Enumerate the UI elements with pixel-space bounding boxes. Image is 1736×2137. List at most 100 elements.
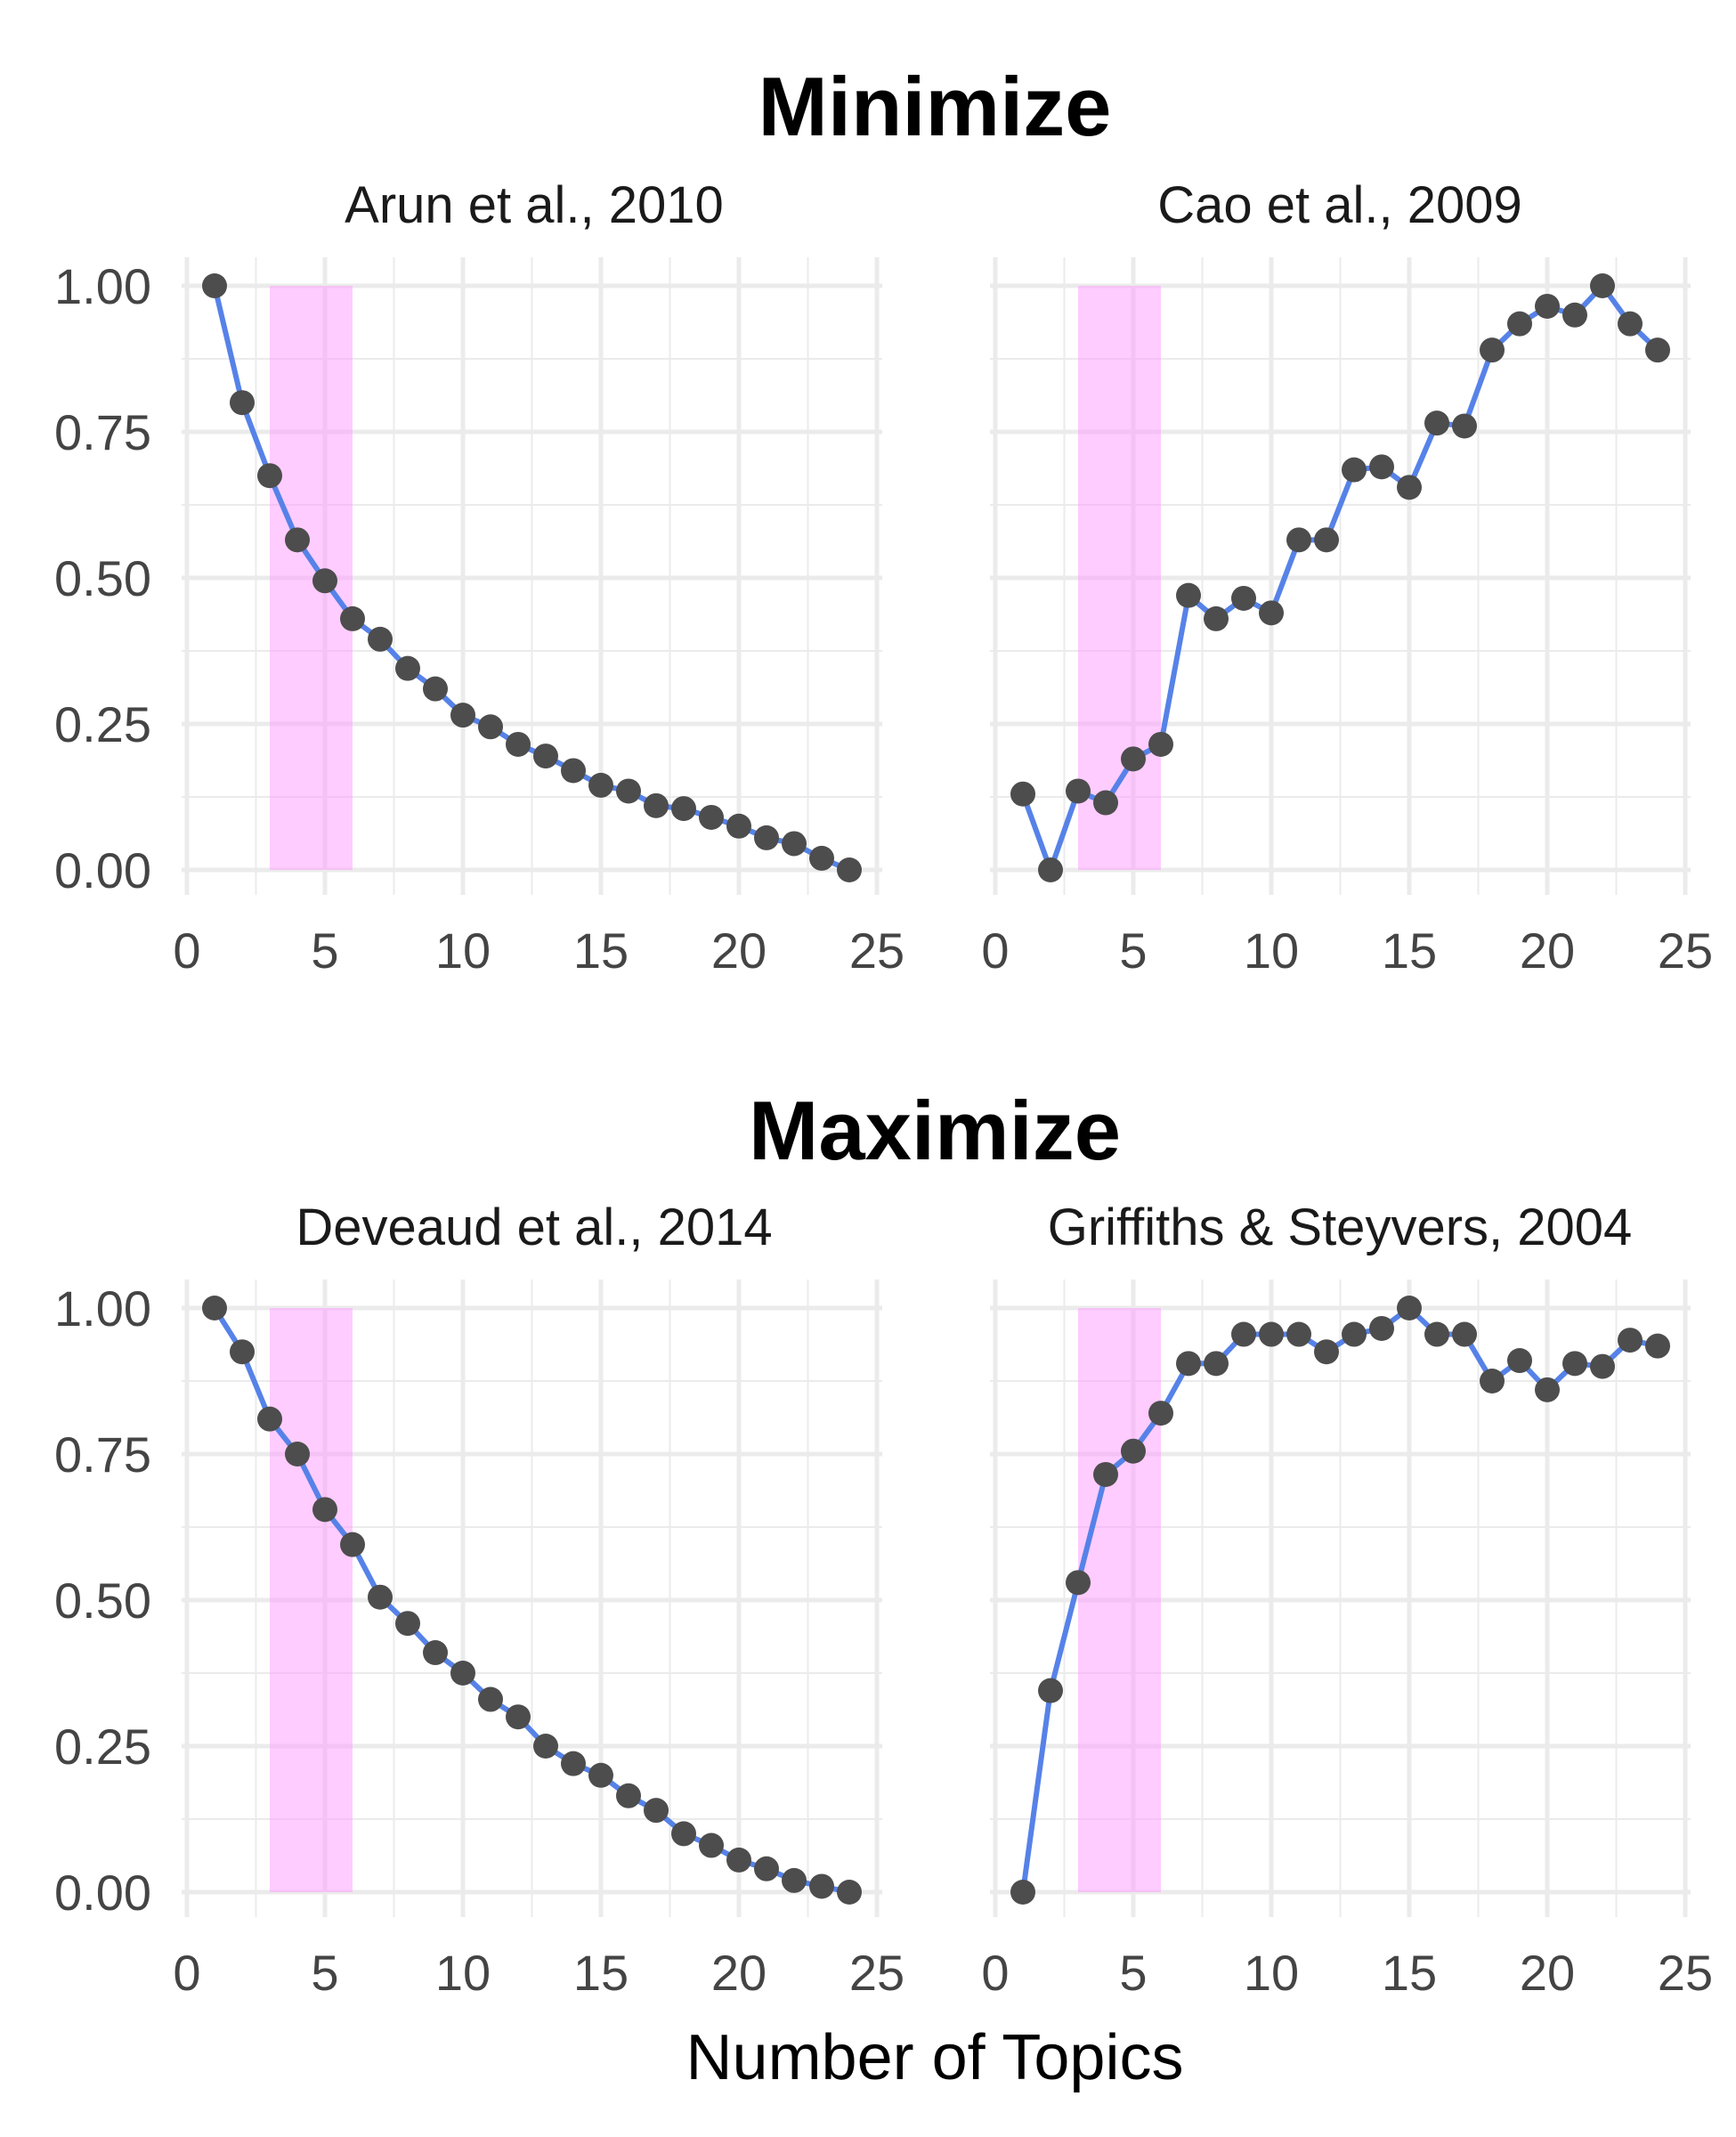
deveaud-data-point — [809, 1873, 834, 1899]
arun-data-point — [285, 527, 310, 553]
griffiths-data-point — [1093, 1461, 1118, 1487]
griffiths-data-point — [1121, 1438, 1146, 1464]
panel-griffiths: 0 5 10 15 20 25 — [981, 1280, 1713, 2001]
arun-y-tick-label: 0.50 — [54, 550, 151, 606]
arun-data-point — [202, 273, 227, 298]
deveaud-data-point — [395, 1611, 420, 1637]
griffiths-data-point — [1507, 1348, 1532, 1374]
group-title-maximize: Maximize — [749, 1084, 1121, 1177]
arun-highlight-band — [270, 286, 353, 870]
cao-data-point — [1176, 582, 1201, 608]
cao-data-point — [1121, 746, 1146, 772]
panel-deveaud: 0 5 10 15 20 25 0.00 0.25 0.50 0.75 1.00 — [54, 1280, 905, 2001]
panel-cao: 0 5 10 15 20 25 — [981, 257, 1713, 979]
cao-x-tick-label: 25 — [1658, 922, 1713, 979]
griffiths-data-point — [1314, 1339, 1339, 1365]
cao-data-point — [1010, 781, 1035, 807]
arun-data-point — [616, 778, 641, 804]
griffiths-x-tick-label: 25 — [1658, 1945, 1713, 2001]
arun-y-tick-label: 0.00 — [54, 842, 151, 898]
griffiths-data-point — [1148, 1401, 1173, 1426]
griffiths-data-point — [1590, 1353, 1615, 1379]
arun-data-point — [644, 792, 669, 818]
deveaud-data-point — [368, 1584, 393, 1610]
cao-data-point — [1369, 454, 1394, 480]
griffiths-data-point — [1645, 1333, 1670, 1359]
griffiths-data-point — [1452, 1321, 1477, 1347]
panel-title-cao: Cao et al., 2009 — [1157, 176, 1522, 234]
griffiths-data-point — [1038, 1678, 1063, 1703]
cao-x-tick-label: 5 — [1119, 922, 1147, 979]
cao-data-point — [1535, 293, 1560, 319]
cao-x-tick-label: 15 — [1382, 922, 1437, 979]
arun-data-point — [368, 626, 393, 652]
arun-data-point — [671, 796, 696, 822]
deveaud-data-point — [478, 1686, 503, 1712]
deveaud-data-point — [423, 1640, 448, 1666]
group-title-minimize: Minimize — [758, 60, 1112, 153]
arun-data-point — [782, 831, 807, 857]
arun-data-point — [809, 845, 834, 871]
deveaud-data-point — [230, 1339, 255, 1365]
arun-y-tick-label: 0.25 — [54, 696, 151, 752]
cao-x-tick-label: 20 — [1520, 922, 1575, 979]
cao-data-point — [1066, 778, 1091, 804]
arun-y-tick-label: 0.75 — [54, 404, 151, 460]
arun-data-point — [533, 743, 558, 769]
deveaud-data-point — [782, 1867, 807, 1893]
deveaud-data-point — [699, 1832, 724, 1858]
x-axis-title: Number of Topics — [686, 2022, 1184, 2093]
cao-data-point — [1038, 857, 1063, 882]
cao-data-point — [1286, 527, 1311, 553]
cao-x-tick-label: 10 — [1244, 922, 1299, 979]
panel-arun: 0 5 10 15 20 25 0.00 0.25 0.50 0.75 1.00 — [54, 257, 905, 979]
deveaud-y-tick-label: 0.75 — [54, 1426, 151, 1483]
deveaud-y-tick-label: 0.25 — [54, 1719, 151, 1775]
cao-data-point — [1424, 410, 1449, 436]
deveaud-x-tick-label: 0 — [173, 1945, 200, 2001]
arun-data-point — [726, 813, 751, 839]
cao-data-point — [1204, 605, 1229, 631]
griffiths-x-tick-label: 20 — [1520, 1945, 1575, 2001]
griffiths-data-point — [1231, 1321, 1256, 1347]
arun-x-tick-label: 15 — [573, 922, 629, 979]
griffiths-data-point — [1342, 1321, 1367, 1347]
griffiths-x-tick-label: 15 — [1382, 1945, 1437, 2001]
arun-data-point — [230, 390, 255, 416]
deveaud-data-point — [506, 1704, 531, 1730]
deveaud-data-point — [754, 1856, 779, 1881]
deveaud-data-point — [671, 1821, 696, 1847]
cao-data-point — [1645, 337, 1670, 363]
arun-data-point — [450, 703, 475, 728]
arun-data-point — [506, 731, 531, 757]
arun-x-tick-label: 25 — [849, 922, 905, 979]
panel-title-deveaud: Deveaud et al., 2014 — [296, 1199, 772, 1256]
cao-data-point — [1590, 273, 1615, 298]
cao-data-point — [1397, 475, 1422, 500]
cao-x-tick-label: 0 — [981, 922, 1009, 979]
deveaud-x-tick-label: 20 — [711, 1945, 767, 2001]
panel-title-arun: Arun et al., 2010 — [345, 176, 724, 234]
arun-y-tick-label: 1.00 — [54, 258, 151, 314]
arun-data-point — [588, 772, 613, 798]
arun-data-point — [257, 463, 282, 489]
griffiths-data-point — [1066, 1570, 1091, 1596]
arun-x-tick-label: 0 — [173, 922, 200, 979]
arun-data-point — [312, 568, 337, 594]
arun-data-point — [699, 804, 724, 830]
deveaud-data-point — [257, 1406, 282, 1432]
deveaud-y-tick-label: 0.50 — [54, 1572, 151, 1629]
deveaud-data-point — [616, 1783, 641, 1808]
griffiths-x-tick-label: 5 — [1119, 1945, 1147, 2001]
arun-data-point — [561, 758, 586, 784]
griffiths-highlight-band — [1078, 1308, 1161, 1892]
arun-x-tick-label: 5 — [311, 922, 338, 979]
cao-data-point — [1562, 302, 1587, 328]
griffiths-data-point — [1176, 1351, 1201, 1377]
arun-x-tick-label: 10 — [435, 922, 491, 979]
griffiths-data-point — [1286, 1321, 1311, 1347]
cao-data-point — [1452, 413, 1477, 439]
deveaud-x-tick-label: 10 — [435, 1945, 491, 2001]
